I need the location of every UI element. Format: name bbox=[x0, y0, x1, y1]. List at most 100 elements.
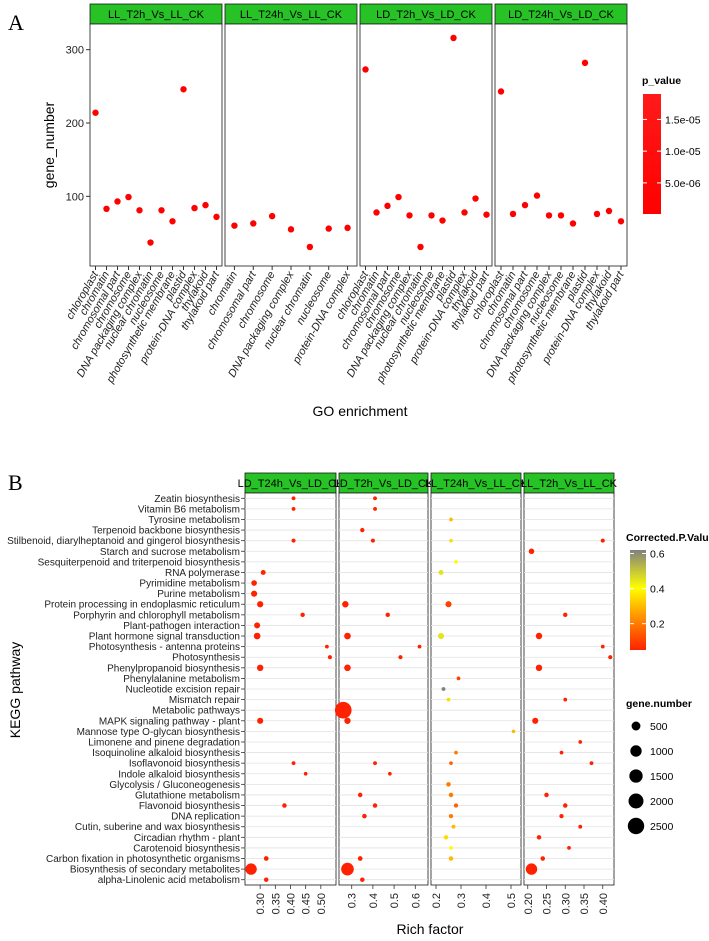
data-point bbox=[532, 717, 539, 724]
data-point bbox=[384, 202, 391, 210]
panel-letter-b: B bbox=[8, 470, 23, 495]
data-point bbox=[533, 192, 541, 199]
data-point bbox=[450, 34, 457, 42]
pathway-label: Terpenoid backbone biosynthesis bbox=[92, 526, 240, 537]
data-point bbox=[600, 538, 605, 543]
data-point bbox=[544, 792, 549, 798]
data-point bbox=[535, 632, 543, 640]
data-point bbox=[256, 664, 264, 672]
data-point bbox=[287, 226, 295, 233]
x-tick-label: 0.25 bbox=[542, 893, 554, 914]
data-point bbox=[213, 213, 220, 221]
pathway-label: Glutathione metabolism bbox=[135, 790, 240, 801]
data-point bbox=[291, 506, 296, 511]
data-point bbox=[448, 792, 454, 798]
data-point bbox=[605, 207, 613, 215]
pathway-label: Porphyrin and chlorophyll metabolism bbox=[73, 610, 240, 621]
data-point bbox=[125, 193, 132, 201]
y-tick-label: 200 bbox=[66, 118, 84, 130]
legend-size-label: 1500 bbox=[650, 771, 674, 783]
data-point bbox=[385, 612, 390, 618]
pathway-label: Biosynthesis of secondary metabolites bbox=[70, 865, 240, 876]
data-point bbox=[334, 701, 352, 719]
x-axis-title: Rich factor bbox=[397, 921, 464, 937]
data-point bbox=[158, 207, 165, 214]
data-point bbox=[445, 601, 452, 608]
pathway-label: Zeatin biosynthesis bbox=[154, 494, 240, 505]
data-point bbox=[617, 218, 625, 225]
data-point bbox=[260, 570, 266, 575]
pathway-label: Isoquinoline alkaloid biosynthesis bbox=[92, 748, 240, 759]
x-tick-label: 0.4 bbox=[368, 893, 380, 908]
y-tick-label: 300 bbox=[66, 45, 84, 57]
data-point bbox=[559, 750, 564, 755]
legend-tick-label: 1.5e-05 bbox=[665, 114, 701, 126]
facet-plot-area bbox=[224, 23, 358, 267]
data-point bbox=[344, 717, 351, 724]
pathway-label: alpha-Linolenic acid metabolism bbox=[98, 875, 240, 886]
data-point bbox=[250, 220, 257, 227]
pathway-label: Phenylpropanoid biosynthesis bbox=[107, 663, 240, 674]
x-tick-label: 0.50 bbox=[316, 893, 328, 914]
data-point bbox=[578, 824, 583, 829]
pathway-label: RNA polymerase bbox=[165, 568, 240, 579]
data-point bbox=[344, 664, 351, 672]
data-point bbox=[451, 824, 456, 829]
data-point bbox=[608, 655, 613, 660]
x-tick-label: 0.35 bbox=[270, 893, 282, 914]
data-point bbox=[559, 813, 564, 819]
pathway-label: Glycolysis / Gluconeogenesis bbox=[109, 780, 240, 791]
facet-strip-label: LD_T24h_Vs_LD_CK bbox=[238, 478, 344, 490]
x-tick-label: 0.40 bbox=[598, 893, 610, 914]
data-point bbox=[563, 612, 568, 618]
data-point bbox=[448, 813, 454, 819]
data-point bbox=[540, 856, 546, 861]
data-point bbox=[398, 655, 403, 660]
data-point bbox=[263, 856, 269, 861]
data-point bbox=[325, 644, 329, 649]
pathway-label: DNA replication bbox=[171, 812, 240, 823]
data-point bbox=[263, 877, 269, 882]
pathway-label: Starch and sucrose metabolism bbox=[100, 547, 240, 558]
legend-tick-label: 0.6 bbox=[650, 549, 665, 561]
x-tick-label: 0.3 bbox=[347, 893, 359, 908]
panel-letter-a: A bbox=[8, 10, 24, 35]
data-point bbox=[417, 243, 424, 251]
data-point bbox=[446, 697, 451, 702]
data-point bbox=[341, 862, 354, 876]
data-point bbox=[362, 813, 367, 819]
data-point bbox=[569, 220, 577, 227]
x-tick-label: 0.6 bbox=[410, 893, 422, 908]
legend-colorbar bbox=[630, 550, 646, 650]
data-point bbox=[254, 622, 261, 629]
pathway-label: Nucleotide excision repair bbox=[125, 685, 240, 696]
facet-plot-area bbox=[359, 23, 493, 267]
data-point bbox=[251, 590, 258, 597]
data-point bbox=[406, 212, 413, 219]
data-point bbox=[454, 750, 458, 755]
pathway-label: Metabolic pathways bbox=[152, 706, 240, 717]
legend-size-label: 500 bbox=[650, 721, 668, 733]
data-point bbox=[578, 740, 583, 744]
data-point bbox=[437, 632, 445, 640]
data-point bbox=[253, 632, 261, 640]
pathway-label: Sesquiterpenoid and triterpenoid biosynt… bbox=[38, 557, 240, 568]
data-point bbox=[373, 496, 377, 501]
pathway-label: Mannose type O-glycan biosynthesis bbox=[77, 727, 240, 738]
data-point bbox=[562, 803, 568, 808]
pathway-label: Tyrosine metabolism bbox=[148, 515, 240, 526]
data-point bbox=[282, 803, 287, 808]
data-point bbox=[439, 217, 446, 224]
legend-tick-label: 0.4 bbox=[650, 584, 665, 596]
facet-strip-label: LL_T2h_Vs_LL_CK bbox=[108, 9, 205, 21]
data-point bbox=[521, 201, 529, 209]
pathway-label: Photosynthesis bbox=[172, 653, 240, 664]
data-point bbox=[180, 86, 187, 93]
data-point bbox=[360, 527, 365, 533]
facet-strip-label: LL_T24h_Vs_LL_CK bbox=[425, 478, 528, 490]
facet-strip-label: LL_T24h_Vs_LL_CK bbox=[240, 9, 343, 21]
data-point bbox=[373, 761, 377, 766]
data-point bbox=[103, 205, 110, 212]
data-point bbox=[448, 856, 454, 861]
pathway-label: Mismatch repair bbox=[169, 695, 241, 706]
